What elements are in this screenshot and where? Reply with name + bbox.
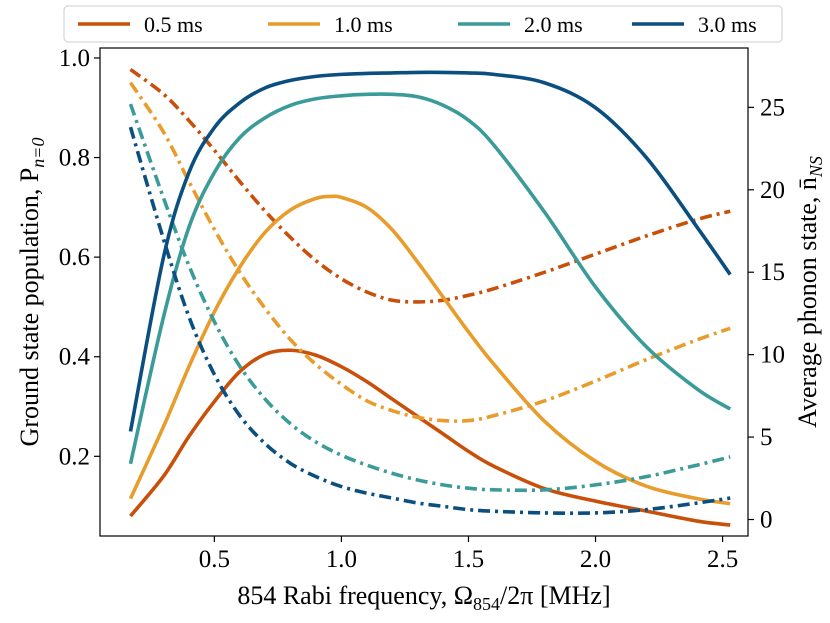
legend: 0.5 ms 1.0 ms 2.0 ms 3.0 ms xyxy=(63,5,783,43)
ground-state-line-1-0-ms xyxy=(128,194,731,506)
y-right-tick-label: 5 xyxy=(760,424,773,451)
y-right-tick-label: 10 xyxy=(760,342,785,369)
plot-frame xyxy=(99,47,749,537)
legend-label: 3.0 ms xyxy=(698,12,757,37)
y-left-tick-label: 0.4 xyxy=(59,344,91,371)
x-axis-ticks: 0.5 1.0 1.5 2.0 2.5 xyxy=(199,536,738,573)
y-right-tick-label: 20 xyxy=(760,177,785,204)
phonon-line-2-0-ms xyxy=(128,103,731,493)
ground-state-line-0-5-ms xyxy=(129,348,731,527)
ground-state-line-3-0-ms xyxy=(128,70,732,432)
x-tick-label: 2.5 xyxy=(707,546,738,573)
y-left-axis-label: Ground state population, Pn=0 xyxy=(15,138,48,447)
x-axis-label: 854 Rabi frequency, Ω854/2π [MHz] xyxy=(237,581,610,614)
series-layer xyxy=(128,67,732,527)
y-left-tick-label: 0.6 xyxy=(59,244,90,271)
y-left-axis-ticks: 0.2 0.4 0.6 0.8 1.0 xyxy=(59,45,100,470)
legend-label: 2.0 ms xyxy=(524,12,583,37)
x-tick-label: 0.5 xyxy=(199,546,230,573)
legend-label: 1.0 ms xyxy=(334,12,393,37)
legend-box xyxy=(63,5,783,43)
phonon-line-1-0-ms xyxy=(128,81,731,423)
phonon-line-0-5-ms xyxy=(129,67,731,304)
y-right-axis-label: Average phonon state, n̄NS xyxy=(793,156,826,428)
y-right-tick-label: 25 xyxy=(760,94,785,121)
y-left-tick-label: 1.0 xyxy=(59,45,90,72)
y-left-tick-label: 0.2 xyxy=(59,443,90,470)
y-right-axis-ticks: 0 5 10 15 20 25 xyxy=(748,94,785,534)
legend-label: 0.5 ms xyxy=(144,12,203,37)
x-tick-label: 2.0 xyxy=(580,546,611,573)
y-left-tick-label: 0.8 xyxy=(59,145,90,172)
x-tick-label: 1.5 xyxy=(453,546,484,573)
ground-state-line-2-0-ms xyxy=(128,92,732,465)
x-tick-label: 1.0 xyxy=(326,546,357,573)
y-right-tick-label: 0 xyxy=(760,507,773,534)
phonon-line-3-0-ms xyxy=(128,126,731,516)
y-right-tick-label: 15 xyxy=(760,259,785,286)
